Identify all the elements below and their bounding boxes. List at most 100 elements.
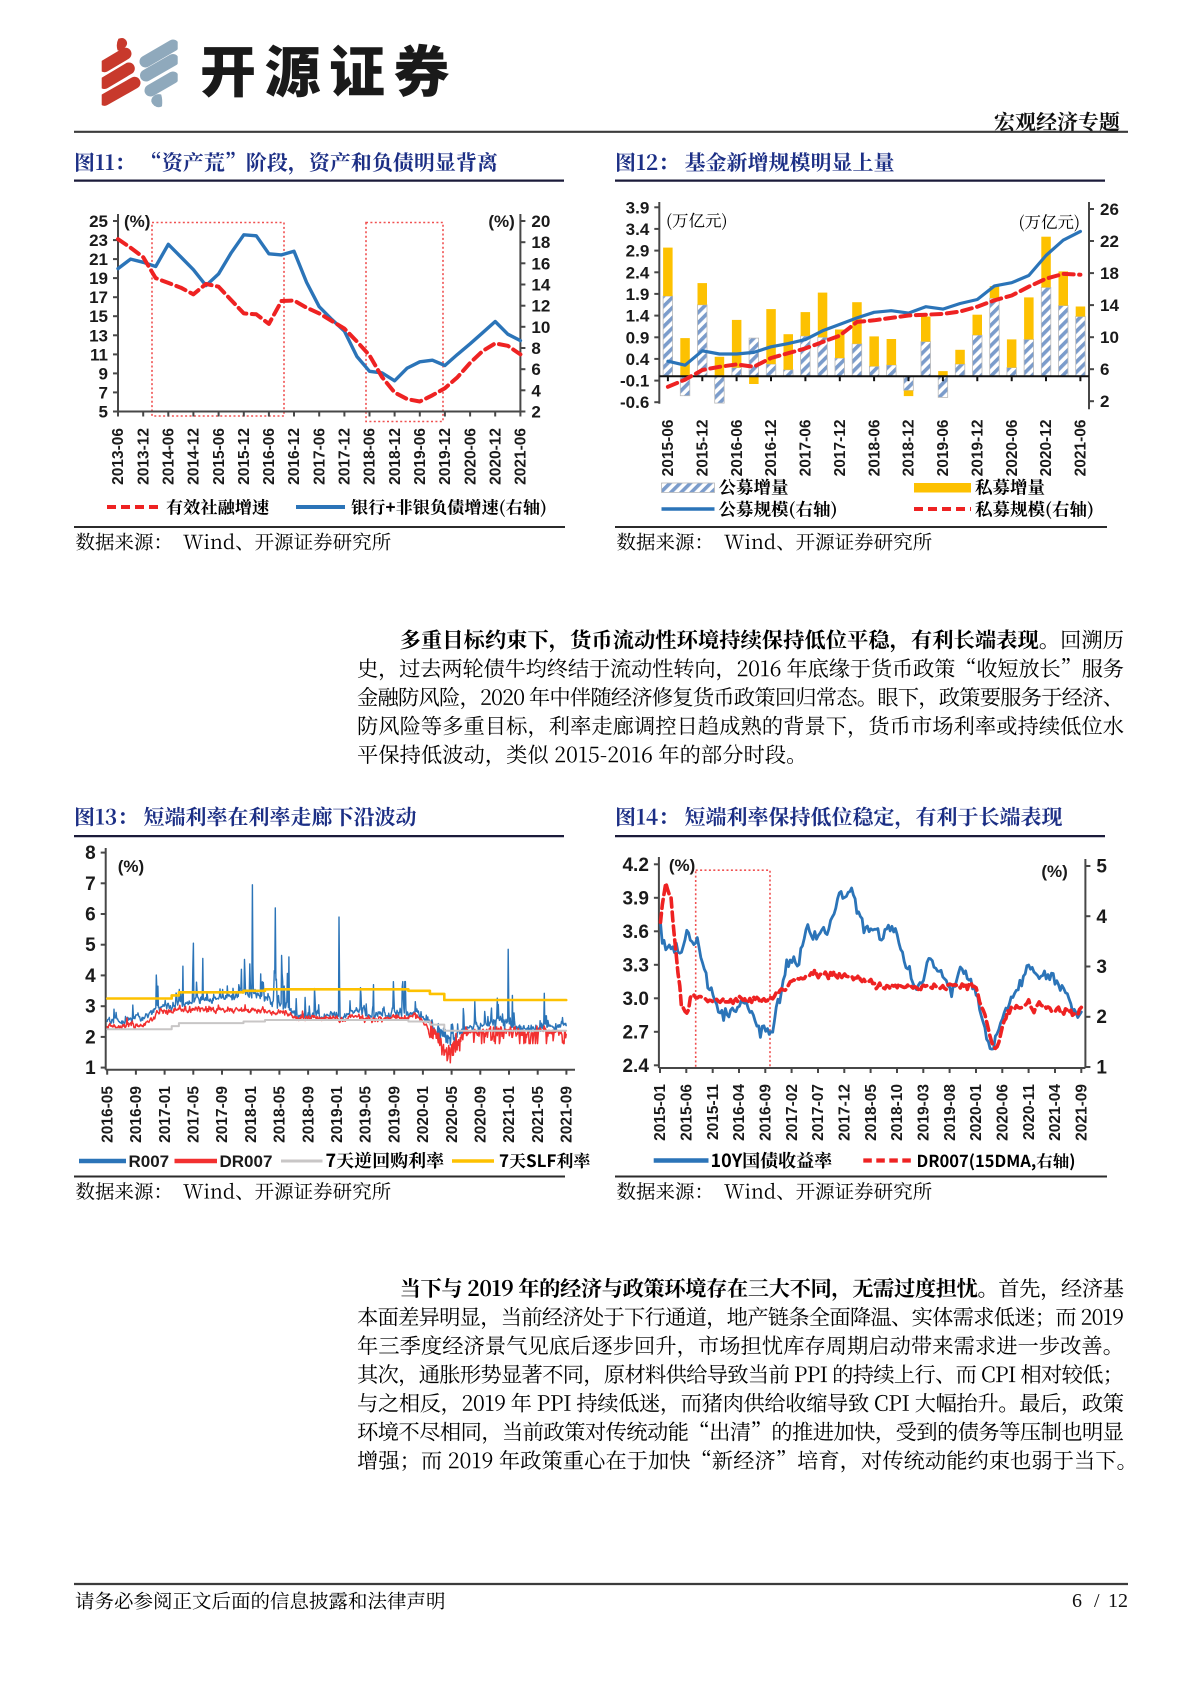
svg-text:2017-06: 2017-06 bbox=[798, 419, 815, 476]
svg-text:2018-12: 2018-12 bbox=[901, 420, 918, 477]
svg-text:2015-11: 2015-11 bbox=[705, 1084, 722, 1140]
svg-text:2015-06: 2015-06 bbox=[211, 428, 228, 485]
svg-text:2019-08: 2019-08 bbox=[942, 1084, 959, 1141]
svg-text:12: 12 bbox=[1108, 1590, 1128, 1612]
svg-text:2020-05: 2020-05 bbox=[444, 1086, 461, 1143]
svg-text:2.4: 2.4 bbox=[626, 263, 650, 282]
svg-text:2021-09: 2021-09 bbox=[1074, 1084, 1091, 1141]
svg-text:1.4: 1.4 bbox=[626, 307, 650, 326]
svg-text:2015-01: 2015-01 bbox=[652, 1084, 669, 1141]
svg-text:2019-06: 2019-06 bbox=[935, 419, 952, 476]
svg-text:3: 3 bbox=[1096, 957, 1107, 978]
svg-text:2017-06: 2017-06 bbox=[311, 428, 328, 485]
svg-text:6: 6 bbox=[1072, 1590, 1082, 1612]
svg-text:3.0: 3.0 bbox=[622, 989, 648, 1010]
svg-text:0.9: 0.9 bbox=[626, 328, 650, 347]
svg-text:(%): (%) bbox=[669, 856, 695, 875]
svg-text:2017-12: 2017-12 bbox=[832, 420, 849, 477]
svg-text:2019-09: 2019-09 bbox=[386, 1086, 403, 1143]
svg-text:2017-09: 2017-09 bbox=[214, 1086, 231, 1143]
svg-text:2018-01: 2018-01 bbox=[243, 1086, 260, 1143]
svg-text:2017-07: 2017-07 bbox=[810, 1084, 827, 1141]
svg-text:6: 6 bbox=[85, 905, 96, 926]
svg-text:2020-06: 2020-06 bbox=[462, 428, 479, 485]
svg-text:3.3: 3.3 bbox=[622, 955, 648, 976]
svg-text:18: 18 bbox=[1100, 264, 1119, 283]
svg-text:2017-05: 2017-05 bbox=[186, 1086, 203, 1143]
svg-text:1: 1 bbox=[1096, 1058, 1107, 1079]
svg-text:19: 19 bbox=[89, 269, 108, 288]
svg-text:12: 12 bbox=[531, 297, 550, 316]
svg-text:9: 9 bbox=[99, 364, 108, 383]
svg-text:2015-06: 2015-06 bbox=[660, 419, 677, 476]
svg-text:3: 3 bbox=[85, 997, 96, 1018]
svg-text:2016-12: 2016-12 bbox=[286, 428, 303, 485]
svg-text:2019-12: 2019-12 bbox=[437, 428, 454, 485]
svg-text:2015-12: 2015-12 bbox=[695, 420, 712, 477]
svg-text:7: 7 bbox=[85, 874, 96, 895]
svg-text:15: 15 bbox=[89, 307, 108, 326]
svg-text:13: 13 bbox=[89, 326, 108, 345]
svg-text:2020-01: 2020-01 bbox=[415, 1086, 432, 1143]
svg-text:2018-10: 2018-10 bbox=[889, 1084, 906, 1141]
svg-text:2020-12: 2020-12 bbox=[487, 428, 504, 485]
svg-text:2019-06: 2019-06 bbox=[412, 428, 429, 485]
svg-text:2020-11: 2020-11 bbox=[1021, 1084, 1038, 1140]
svg-text:3.4: 3.4 bbox=[626, 220, 650, 239]
svg-text:2021-01: 2021-01 bbox=[501, 1086, 518, 1143]
svg-text:(%): (%) bbox=[1041, 862, 1067, 881]
svg-text:20: 20 bbox=[531, 212, 550, 231]
svg-text:(%): (%) bbox=[124, 212, 150, 231]
svg-text:6: 6 bbox=[531, 360, 540, 379]
svg-text:2020-09: 2020-09 bbox=[473, 1086, 490, 1143]
svg-text:14: 14 bbox=[1100, 296, 1119, 315]
svg-text:2021-06: 2021-06 bbox=[513, 428, 530, 485]
svg-text:2018-09: 2018-09 bbox=[300, 1086, 317, 1143]
svg-text:2018-06: 2018-06 bbox=[362, 428, 379, 485]
svg-text:2015-12: 2015-12 bbox=[236, 428, 253, 485]
svg-text:2.7: 2.7 bbox=[622, 1022, 648, 1043]
svg-text:-0.6: -0.6 bbox=[620, 393, 649, 412]
svg-text:2: 2 bbox=[1100, 392, 1109, 411]
svg-text:2.4: 2.4 bbox=[622, 1056, 649, 1077]
svg-text:14: 14 bbox=[531, 276, 550, 295]
svg-text:2017-02: 2017-02 bbox=[784, 1084, 801, 1141]
svg-text:2018-06: 2018-06 bbox=[866, 419, 883, 476]
svg-text:2020-01: 2020-01 bbox=[968, 1084, 985, 1141]
svg-text:23: 23 bbox=[89, 231, 108, 250]
svg-text:1.9: 1.9 bbox=[626, 285, 650, 304]
svg-text:2020-06: 2020-06 bbox=[1004, 419, 1021, 476]
svg-text:5: 5 bbox=[1096, 857, 1107, 878]
svg-text:4: 4 bbox=[531, 381, 541, 400]
svg-text:2018-05: 2018-05 bbox=[863, 1084, 880, 1141]
svg-text:3.6: 3.6 bbox=[622, 922, 648, 943]
svg-text:(%): (%) bbox=[118, 857, 144, 876]
svg-text:2: 2 bbox=[85, 1027, 96, 1048]
svg-text:2021-06: 2021-06 bbox=[1073, 419, 1090, 476]
svg-text:7: 7 bbox=[99, 383, 108, 402]
svg-text:2020-12: 2020-12 bbox=[1038, 420, 1055, 477]
svg-text:2016-05: 2016-05 bbox=[99, 1086, 116, 1143]
svg-text:2019-03: 2019-03 bbox=[916, 1084, 933, 1141]
svg-text:8: 8 bbox=[85, 843, 96, 864]
svg-text:2016-06: 2016-06 bbox=[729, 419, 746, 476]
svg-text:26: 26 bbox=[1100, 200, 1119, 219]
svg-text:10: 10 bbox=[1100, 328, 1119, 347]
svg-text:5: 5 bbox=[99, 403, 108, 422]
svg-text:2013-06: 2013-06 bbox=[110, 428, 127, 485]
svg-text:2016-06: 2016-06 bbox=[261, 428, 278, 485]
svg-text:25: 25 bbox=[89, 212, 108, 231]
svg-text:2017-12: 2017-12 bbox=[337, 428, 354, 485]
svg-text:21: 21 bbox=[89, 250, 108, 269]
svg-text:4.2: 4.2 bbox=[622, 855, 648, 876]
svg-text:2014-12: 2014-12 bbox=[186, 428, 203, 485]
svg-text:2018-05: 2018-05 bbox=[272, 1086, 289, 1143]
svg-text:4: 4 bbox=[85, 966, 96, 987]
svg-text:2.9: 2.9 bbox=[626, 242, 650, 261]
svg-text:(%): (%) bbox=[488, 212, 514, 231]
svg-text:-0.1: -0.1 bbox=[620, 372, 649, 391]
svg-text:3.9: 3.9 bbox=[626, 198, 650, 217]
svg-text:R007: R007 bbox=[129, 1152, 170, 1171]
svg-text:2: 2 bbox=[1096, 1007, 1107, 1028]
svg-text:2014-06: 2014-06 bbox=[161, 428, 178, 485]
